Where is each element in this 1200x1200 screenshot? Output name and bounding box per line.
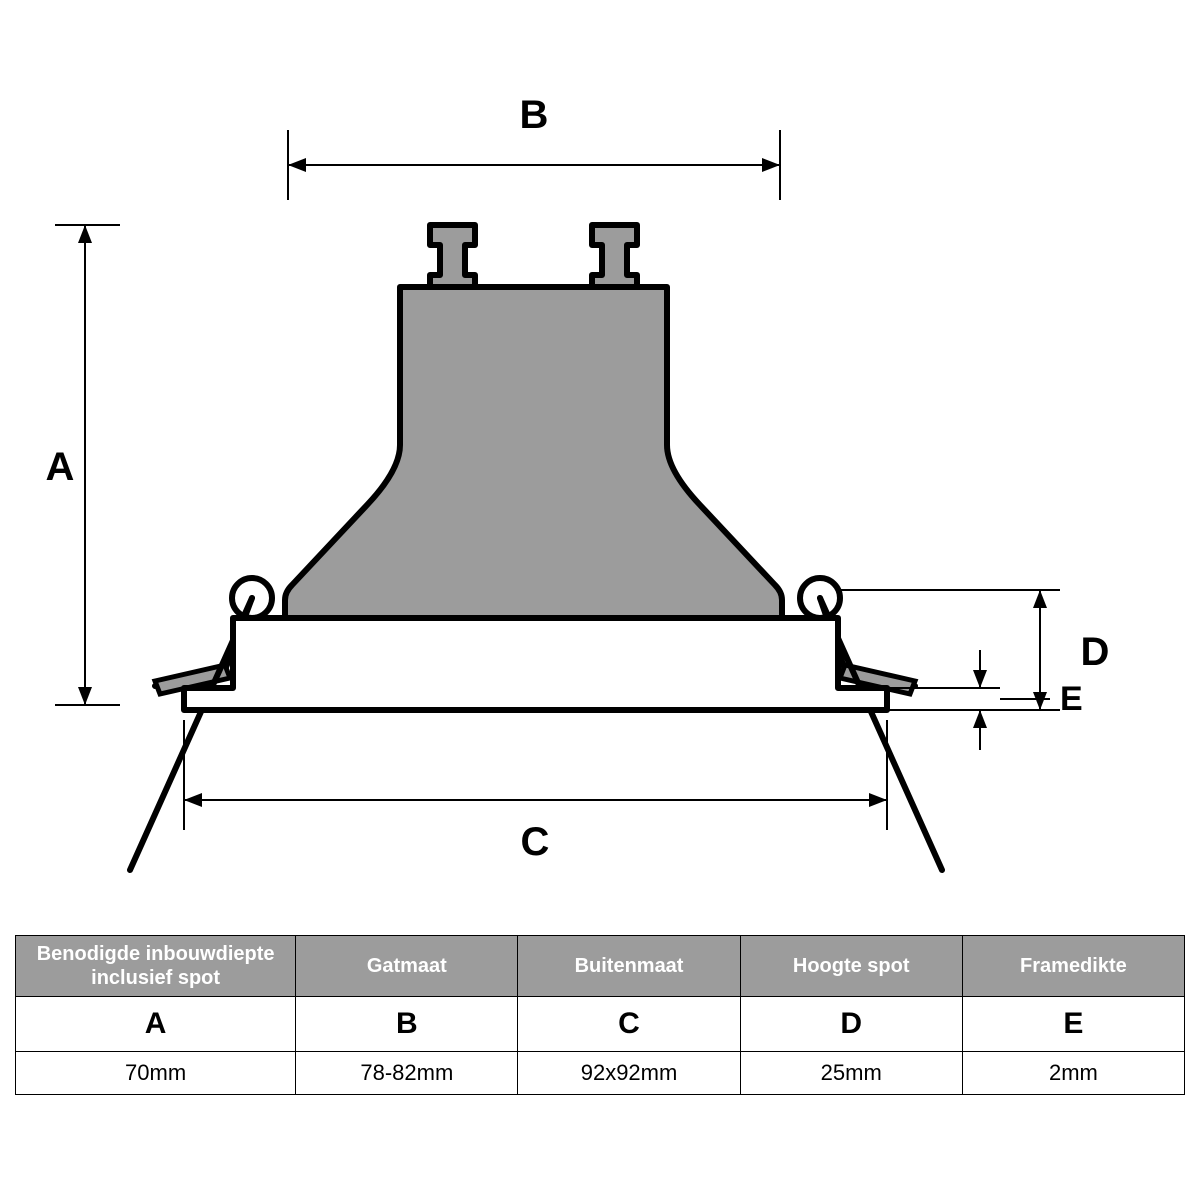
- spotlight-diagram: A B: [0, 0, 1200, 930]
- dimension-A: A: [46, 225, 120, 705]
- dimension-B: B: [288, 93, 780, 200]
- col-header-A: Benodigde inbouwdiepte inclusief spot: [16, 936, 296, 997]
- frame: [184, 618, 887, 710]
- table-value-row: 70mm 78-82mm 92x92mm 25mm 2mm: [16, 1052, 1185, 1095]
- col-letter-D: D: [740, 997, 962, 1052]
- label-B: B: [520, 93, 549, 137]
- col-value-C: 92x92mm: [518, 1052, 740, 1095]
- col-letter-B: B: [296, 997, 518, 1052]
- label-A: A: [46, 445, 75, 489]
- col-header-E: Framedikte: [962, 936, 1184, 997]
- dimension-E: E: [887, 650, 1083, 750]
- dimension-C: C: [184, 720, 887, 864]
- col-header-D: Hoogte spot: [740, 936, 962, 997]
- table-header-row: Benodigde inbouwdiepte inclusief spot Ga…: [16, 936, 1185, 997]
- col-header-B: Gatmaat: [296, 936, 518, 997]
- label-D: D: [1081, 630, 1110, 674]
- label-E: E: [1060, 680, 1083, 718]
- table-letter-row: A B C D E: [16, 997, 1185, 1052]
- col-letter-E: E: [962, 997, 1184, 1052]
- col-letter-A: A: [16, 997, 296, 1052]
- col-value-D: 25mm: [740, 1052, 962, 1095]
- col-value-E: 2mm: [962, 1052, 1184, 1095]
- col-value-A: 70mm: [16, 1052, 296, 1095]
- label-C: C: [521, 820, 550, 864]
- col-header-C: Buitenmaat: [518, 936, 740, 997]
- bulb: [285, 225, 782, 618]
- spec-table: Benodigde inbouwdiepte inclusief spot Ga…: [15, 935, 1185, 1095]
- col-value-B: 78-82mm: [296, 1052, 518, 1095]
- col-letter-C: C: [518, 997, 740, 1052]
